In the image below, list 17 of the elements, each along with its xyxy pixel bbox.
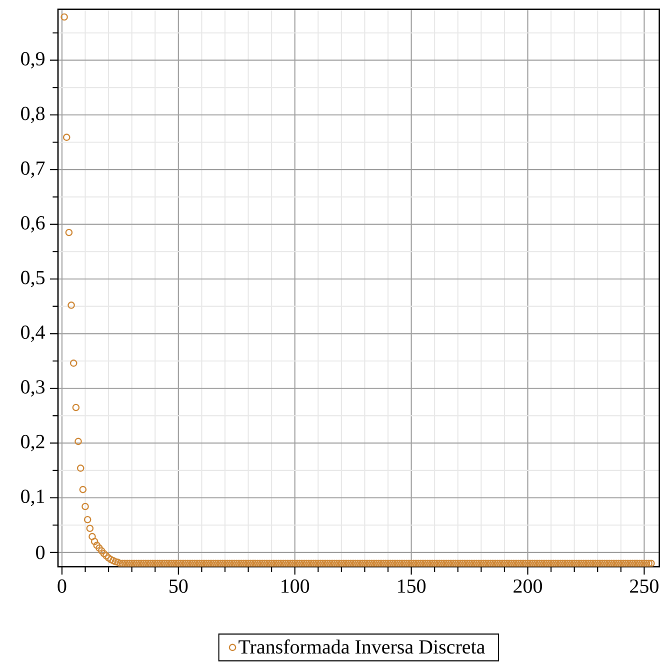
y-tick-label: 0 <box>36 546 45 560</box>
x-tick-label: 50 <box>170 579 188 593</box>
y-tick-label: 0,7 <box>21 161 45 178</box>
y-tick-label: 0,4 <box>21 325 45 342</box>
y-tick-label: 0,9 <box>21 52 44 68</box>
x-tick-label: 100 <box>282 579 310 593</box>
x-tick-label: 250 <box>630 579 658 593</box>
x-tick-label: 200 <box>514 579 542 593</box>
y-tick-label: 0,3 <box>21 380 45 397</box>
y-tick-label: 0,5 <box>21 270 45 288</box>
y-tick-label: 0,6 <box>21 216 45 232</box>
y-tick-label: 0,1 <box>21 490 44 506</box>
y-tick-label: 0,2 <box>21 434 44 452</box>
x-tick-label: 0 <box>58 579 66 593</box>
x-tick-label: 150 <box>398 579 426 593</box>
legend-label: Transformada Inversa Discreta <box>238 639 485 654</box>
y-tick-label: 0,8 <box>21 106 45 124</box>
